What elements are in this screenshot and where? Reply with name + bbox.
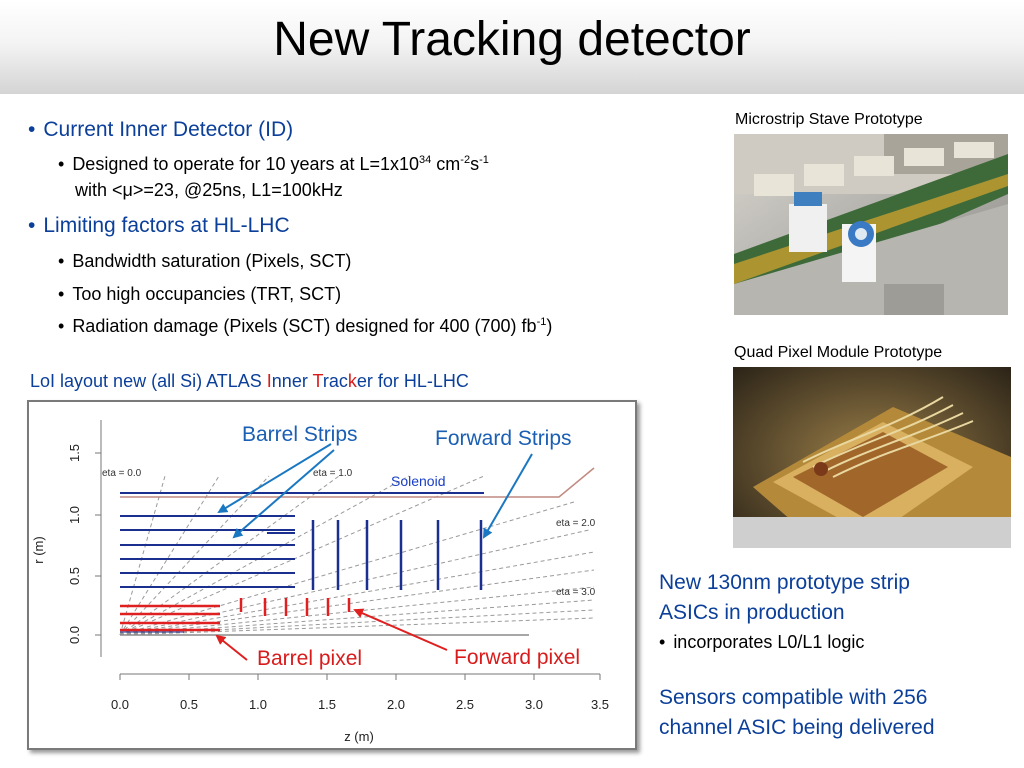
- y-tick-label: 0.5: [67, 567, 82, 585]
- eta-line: [119, 617, 595, 636]
- sensor-line1: Sensors compatible with 256: [659, 686, 928, 709]
- bullet-text: Current Inner Detector (ID): [43, 118, 294, 141]
- sub-bullet-text: Radiation damage (Pixels (SCT) designed …: [72, 316, 537, 336]
- barrel-pixel-arrow: [215, 634, 248, 661]
- asic-heading-line2: ASICs in production: [659, 601, 845, 624]
- bullet-glyph: •: [58, 251, 65, 271]
- forward-strip-disks: [311, 520, 483, 590]
- asic-heading-line1: New 130nm prototype strip: [659, 571, 910, 594]
- x-tick-label: 2.0: [387, 697, 405, 712]
- quad-pixel-module-photo: [733, 367, 1011, 548]
- eta-label: eta = 0.0: [102, 468, 142, 479]
- x-tick-label: 1.0: [249, 697, 267, 712]
- slide-title: New Tracking detector: [273, 13, 751, 66]
- barrel-strip-layers: [120, 492, 484, 588]
- eta-line: [119, 475, 340, 636]
- superscript: -1: [479, 154, 489, 166]
- sub-bullet-text: cm: [431, 154, 461, 174]
- eta-label: eta = 1.0: [313, 468, 353, 479]
- solenoid-line: [120, 467, 595, 498]
- quad-photo-caption: Quad Pixel Module Prototype: [734, 344, 943, 361]
- tracker-layout-diagram: 0.0 0.5 1.0 1.5 r (m) 0.0 0.5 1.0 1.5 2.…: [27, 400, 637, 750]
- title-bar: [0, 0, 1024, 94]
- layout-caption: LoI layout new (all Si) ATLAS Inner Trac…: [30, 371, 469, 392]
- asic-sub-bullet: • incorporates L0/L1 logic: [659, 632, 864, 653]
- superscript: -2: [460, 154, 471, 166]
- eta-line: [119, 475, 410, 636]
- eta-label: eta = 3.0: [556, 587, 596, 598]
- bullet-text: Limiting factors at HL-LHC: [43, 214, 290, 237]
- barrel-pixel-layers: [120, 604, 220, 632]
- eta-line: [119, 475, 270, 636]
- eta-line: [119, 569, 595, 636]
- bullet-current-id: • Current Inner Detector (ID): [28, 118, 293, 142]
- sub-bullet-design: • Designed to operate for 10 years at L=1…: [58, 154, 489, 175]
- barrel-pixel-label: Barrel pixel: [257, 647, 362, 670]
- tracker-layout-svg: 0.0 0.5 1.0 1.5 r (m) 0.0 0.5 1.0 1.5 2.…: [31, 420, 609, 744]
- sub-bullet-occupancy: • Too high occupancies (TRT, SCT): [58, 284, 341, 305]
- y-tick-label: 1.0: [67, 506, 82, 524]
- forward-pixel-arrow: [353, 608, 448, 651]
- caption-text: LoI layout new (all Si) ATLAS: [30, 371, 267, 391]
- superscript: 34: [419, 154, 432, 166]
- y-axis-label: r (m): [31, 536, 46, 563]
- sub-bullet-text: Too high occupancies (TRT, SCT): [72, 284, 342, 304]
- y-tick-label: 1.5: [67, 444, 82, 462]
- eta-line: [119, 475, 220, 636]
- x-tick-label: 2.5: [456, 697, 474, 712]
- eta-line: [119, 475, 166, 636]
- bullet-glyph: •: [659, 632, 666, 652]
- caption-text: nner: [271, 371, 313, 391]
- stave-photo-caption: Microstrip Stave Prototype: [735, 111, 923, 128]
- solenoid-label: Solenoid: [391, 473, 446, 489]
- x-tick-label: 3.5: [591, 697, 609, 712]
- bullet-glyph: •: [58, 316, 65, 336]
- x-tick-label: 1.5: [318, 697, 336, 712]
- bullet-glyph: •: [28, 118, 36, 141]
- caption-text: er for HL-LHC: [356, 371, 469, 391]
- sub-bullet-design-line2: with <μ>=23, @25ns, L1=100kHz: [75, 180, 343, 200]
- forward-pixel-label: Forward pixel: [454, 646, 580, 669]
- bullet-glyph: •: [28, 214, 36, 237]
- bullet-limiting-factors: • Limiting factors at HL-LHC: [28, 214, 290, 238]
- sensor-line2: channel ASIC being delivered: [659, 716, 935, 739]
- caption-highlight: k: [347, 371, 357, 391]
- x-tick-label: 0.5: [180, 697, 198, 712]
- sub-bullet-text: s: [470, 154, 480, 174]
- eta-label: eta = 2.0: [556, 518, 596, 529]
- sub-bullet-text: Bandwidth saturation (Pixels, SCT): [72, 251, 352, 271]
- x-axis-label: z (m): [344, 729, 374, 744]
- microstrip-stave-photo: [734, 134, 1008, 315]
- eta-line: [119, 475, 485, 636]
- forward-strips-label: Forward Strips: [435, 427, 572, 450]
- x-tick-label: 0.0: [111, 697, 129, 712]
- caption-highlight: I: [266, 371, 272, 391]
- eta-line: [119, 529, 590, 636]
- sub-bullet-text: incorporates L0/L1 logic: [673, 632, 865, 652]
- barrel-strips-arrow: [232, 449, 335, 539]
- eta-line: [119, 551, 595, 636]
- barrel-strips-arrow: [217, 443, 332, 514]
- sub-bullet-text: ): [546, 316, 553, 336]
- superscript: -1: [536, 316, 547, 328]
- y-tick-label: 0.0: [67, 626, 82, 644]
- caption-text: rac: [322, 371, 348, 391]
- forward-strips-arrow: [482, 453, 533, 539]
- x-tick-label: 3.0: [525, 697, 543, 712]
- sub-bullet-radiation: • Radiation damage (Pixels (SCT) designed…: [58, 316, 552, 337]
- sub-bullet-bandwidth: • Bandwidth saturation (Pixels, SCT): [58, 251, 351, 272]
- bullet-glyph: •: [58, 154, 65, 174]
- forward-pixel-disks: [239, 598, 351, 616]
- barrel-strips-label: Barrel Strips: [242, 423, 358, 446]
- caption-highlight: T: [312, 371, 323, 391]
- sub-bullet-text: Designed to operate for 10 years at L=1x…: [72, 154, 420, 174]
- bullet-glyph: •: [58, 284, 65, 304]
